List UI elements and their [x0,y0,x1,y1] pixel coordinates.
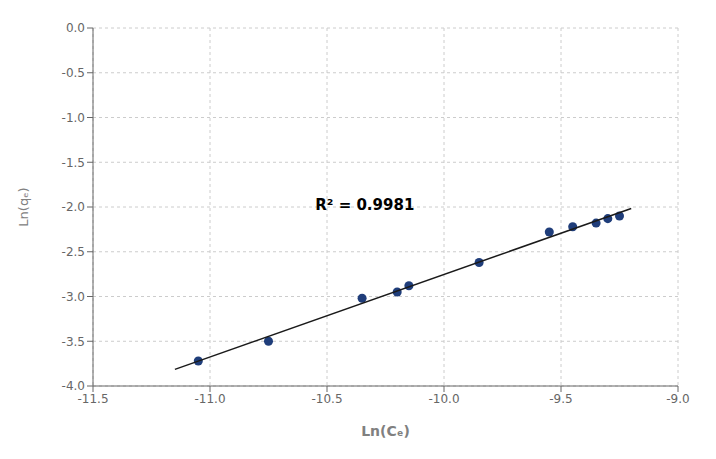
svg-text:-11.0: -11.0 [194,392,225,406]
svg-text:-10.0: -10.0 [428,392,459,406]
svg-text:-9.5: -9.5 [549,392,572,406]
svg-text:-0.5: -0.5 [62,66,85,80]
svg-text:R² = 0.9981: R² = 0.9981 [315,196,414,214]
svg-text:-3.5: -3.5 [62,335,85,349]
svg-text:0.0: 0.0 [66,21,85,35]
svg-text:-10.5: -10.5 [311,392,342,406]
svg-text:-4.0: -4.0 [62,379,85,393]
svg-text:-11.5: -11.5 [77,392,108,406]
svg-text:-9.0: -9.0 [666,392,689,406]
svg-text:-1.5: -1.5 [62,156,85,170]
svg-text:Ln(Cₑ): Ln(Cₑ) [361,423,410,439]
svg-text:-2.0: -2.0 [62,200,85,214]
svg-text:-1.0: -1.0 [62,111,85,125]
svg-text:-2.5: -2.5 [62,245,85,259]
svg-text:-3.0: -3.0 [62,290,85,304]
svg-text:Ln(qₑ): Ln(qₑ) [16,187,31,226]
